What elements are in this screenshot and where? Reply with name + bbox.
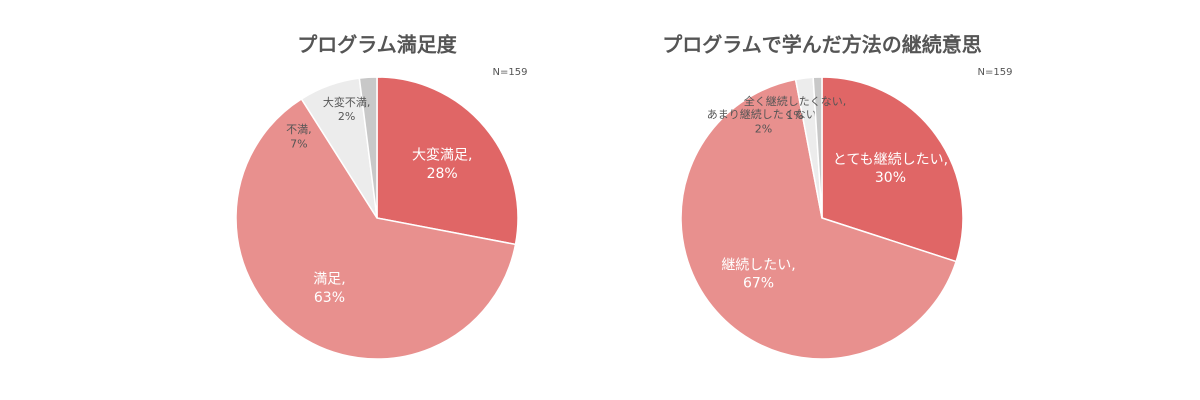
data-label-name: 継続したい, — [721, 257, 795, 274]
note: N=159 — [493, 67, 528, 78]
data-label-name: あまり継続したくない, — [707, 107, 821, 121]
data-label-value: 67% — [743, 276, 774, 292]
chart-title: プログラム満足度 — [297, 33, 457, 57]
pie-slice — [821, 76, 964, 263]
data-label-name: 不満, — [286, 123, 312, 136]
chart-title: プログラムで学んだ方法の継続意思 — [662, 33, 981, 57]
data-label-name: 満足, — [313, 272, 345, 288]
pie-slice — [376, 76, 519, 246]
data-label-value: 1% — [786, 109, 803, 122]
data-label-value: 2% — [338, 110, 355, 123]
data-label-value: 7% — [290, 137, 307, 150]
note: N=159 — [978, 67, 1013, 78]
data-label-name: 大変不満, — [323, 95, 371, 109]
data-label-value: 2% — [755, 122, 772, 135]
pie-slice — [235, 97, 517, 360]
data-label-value: 63% — [314, 290, 345, 306]
data-label-name: 大変満足, — [412, 147, 472, 164]
data-label-value: 28% — [427, 166, 458, 182]
pie-slice — [680, 78, 958, 360]
data-label-value: 30% — [875, 170, 906, 186]
pie-slice — [812, 76, 823, 219]
data-label-name: とても継続したい, — [833, 151, 948, 168]
data-label-name: 全く継続したくない, — [744, 94, 847, 108]
pie-slice — [358, 76, 378, 219]
